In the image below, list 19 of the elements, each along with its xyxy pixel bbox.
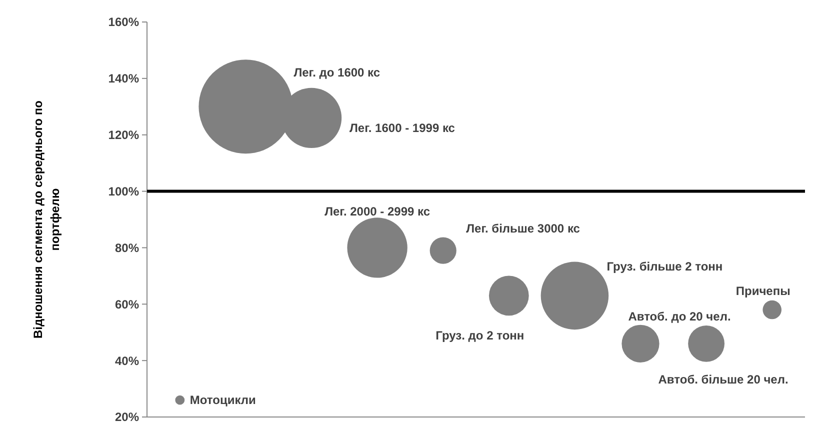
y-tick-label: 80% xyxy=(114,240,140,255)
y-tick-label: 160% xyxy=(108,15,140,30)
annotation: Груз. більше 2 тонн xyxy=(606,260,723,274)
annotation: Автоб. більше 20 чел. xyxy=(658,372,788,387)
annotation: Мотоцикли xyxy=(190,393,256,408)
y-tick-label: 20% xyxy=(114,410,140,424)
y-axis-title: Відношення сегмента до середнього по портфелю xyxy=(31,100,62,339)
annotation: Автоб. до 20 чел. xyxy=(628,310,731,324)
y-tick-label: 100% xyxy=(108,184,140,198)
y-tick-label: 40% xyxy=(114,354,140,368)
annotation: Лег. більше 3000 кс xyxy=(466,222,580,236)
annotation: Лег. 1600 - 1999 кс xyxy=(350,120,456,135)
y-tick-label: 60% xyxy=(114,297,140,312)
annotation: Груз. до 2 тонн xyxy=(436,328,524,343)
y-tick-label: 140% xyxy=(108,72,140,86)
y-tick-label: 120% xyxy=(108,128,140,142)
annotation: Причепы xyxy=(736,284,790,298)
annotation: Лег. до 1600 кс xyxy=(294,66,380,80)
annotation: Лег. 2000 - 2999 кс xyxy=(324,204,430,219)
